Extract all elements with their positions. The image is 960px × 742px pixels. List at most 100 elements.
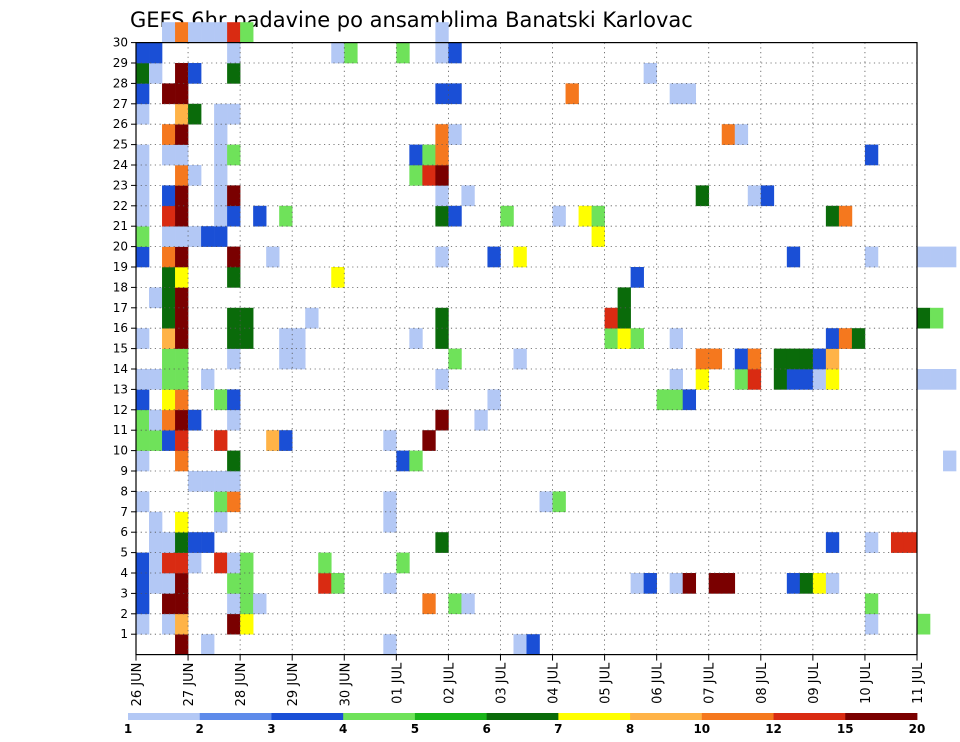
heatmap-cell <box>175 328 189 349</box>
heatmap-cell <box>943 450 957 472</box>
heatmap-cell <box>669 369 683 390</box>
legend-label: 15 <box>837 722 854 736</box>
heatmap-cell <box>175 246 189 268</box>
heatmap-cell <box>448 593 462 615</box>
heatmap-cell <box>136 246 150 268</box>
heatmap-cell <box>162 593 176 615</box>
heatmap-cell <box>799 369 814 390</box>
heatmap-cell <box>266 246 280 268</box>
heatmap-cell <box>422 430 436 451</box>
heatmap-cell <box>409 328 423 349</box>
legend-swatch <box>701 713 774 720</box>
heatmap-cell <box>227 103 241 125</box>
heatmap-cell <box>175 593 189 615</box>
heatmap-cell <box>188 63 202 84</box>
heatmap-cell <box>435 144 449 166</box>
heatmap-cell <box>331 42 345 64</box>
heatmap-cell <box>214 471 228 492</box>
x-tick-label: 04 JUL <box>547 662 562 704</box>
heatmap-cell <box>917 246 931 268</box>
heatmap-cell <box>669 328 683 349</box>
y-tick-label: 25 <box>113 138 128 152</box>
y-tick-label: 30 <box>113 36 128 50</box>
x-tick-label: 07 JUL <box>703 662 718 704</box>
heatmap-cell <box>812 348 827 370</box>
heatmap-cell <box>175 634 189 655</box>
legend-label: 7 <box>554 722 562 736</box>
heatmap-cell <box>734 348 749 370</box>
heatmap-cell <box>461 185 475 207</box>
legend-swatch <box>199 713 272 720</box>
heatmap-cell <box>175 450 189 472</box>
legend-swatch <box>486 713 559 720</box>
heatmap-cell <box>448 348 462 370</box>
heatmap-cell <box>214 389 228 411</box>
heatmap-cell <box>214 165 228 186</box>
heatmap-cell <box>943 369 957 390</box>
heatmap-cell <box>175 307 189 329</box>
heatmap-cell <box>188 22 202 43</box>
heatmap-cell <box>162 246 176 268</box>
heatmap-cell <box>305 307 319 329</box>
heatmap-cell <box>201 369 215 390</box>
heatmap-cell <box>318 573 332 594</box>
legend-swatch <box>773 713 846 720</box>
heatmap-cell <box>175 573 189 594</box>
heatmap-cell <box>734 124 749 145</box>
x-tick-label: 01 JUL <box>390 662 405 704</box>
y-tick-label: 2 <box>120 607 128 621</box>
heatmap-cell <box>162 205 176 227</box>
y-tick-label: 28 <box>113 76 128 90</box>
heatmap-cell <box>136 573 150 594</box>
heatmap-cell <box>201 22 215 43</box>
heatmap-cell <box>253 205 267 227</box>
y-tick-label: 8 <box>120 484 128 498</box>
heatmap-cell <box>565 83 579 105</box>
heatmap-cell <box>396 552 410 574</box>
heatmap-cell <box>695 348 710 370</box>
heatmap-cell <box>175 103 189 125</box>
heatmap-cell <box>760 185 775 207</box>
heatmap-cell <box>149 511 163 533</box>
heatmap-cell <box>227 471 241 492</box>
heatmap-cell <box>188 532 202 553</box>
heatmap-cell <box>214 185 228 207</box>
heatmap-cell <box>136 450 150 472</box>
grid-layer <box>135 42 918 655</box>
heatmap-cell <box>669 573 683 594</box>
heatmap-cell <box>656 389 670 411</box>
heatmap-cell <box>162 287 176 309</box>
heatmap-cell <box>695 185 710 207</box>
heatmap-cell <box>162 144 176 166</box>
legend-label: 4 <box>339 722 347 736</box>
heatmap-cell <box>292 348 306 370</box>
heatmap-cell <box>448 124 462 145</box>
x-tick-label: 03 JUL <box>494 662 509 704</box>
heatmap-cell <box>487 389 501 411</box>
heatmap-cell <box>149 409 163 431</box>
heatmap-cell <box>149 287 163 309</box>
heatmap-cell <box>708 573 723 594</box>
heatmap-cell <box>383 491 397 513</box>
y-tick-label: 7 <box>120 505 128 519</box>
heatmap-cell <box>383 511 397 533</box>
legend-label: 8 <box>626 722 634 736</box>
heatmap-cell <box>773 369 788 390</box>
x-tick-label: 29 JUN <box>286 663 301 707</box>
heatmap-cell <box>435 83 449 105</box>
heatmap-cell <box>149 369 163 390</box>
heatmap-cell <box>175 348 189 370</box>
legend-label: 6 <box>482 722 490 736</box>
heatmap-cell <box>136 491 150 513</box>
heatmap-cell <box>864 144 879 166</box>
legend-label: 12 <box>765 722 782 736</box>
heatmap-cell <box>864 532 879 553</box>
heatmap-cell <box>136 369 150 390</box>
x-tick-label: 06 JUL <box>651 662 666 704</box>
heatmap-cell <box>721 124 736 145</box>
heatmap-cell <box>786 369 801 390</box>
heatmap-cell <box>240 552 254 574</box>
heatmap-cell <box>227 144 241 166</box>
heatmap-cell <box>162 573 176 594</box>
heatmap-cell <box>409 144 423 166</box>
